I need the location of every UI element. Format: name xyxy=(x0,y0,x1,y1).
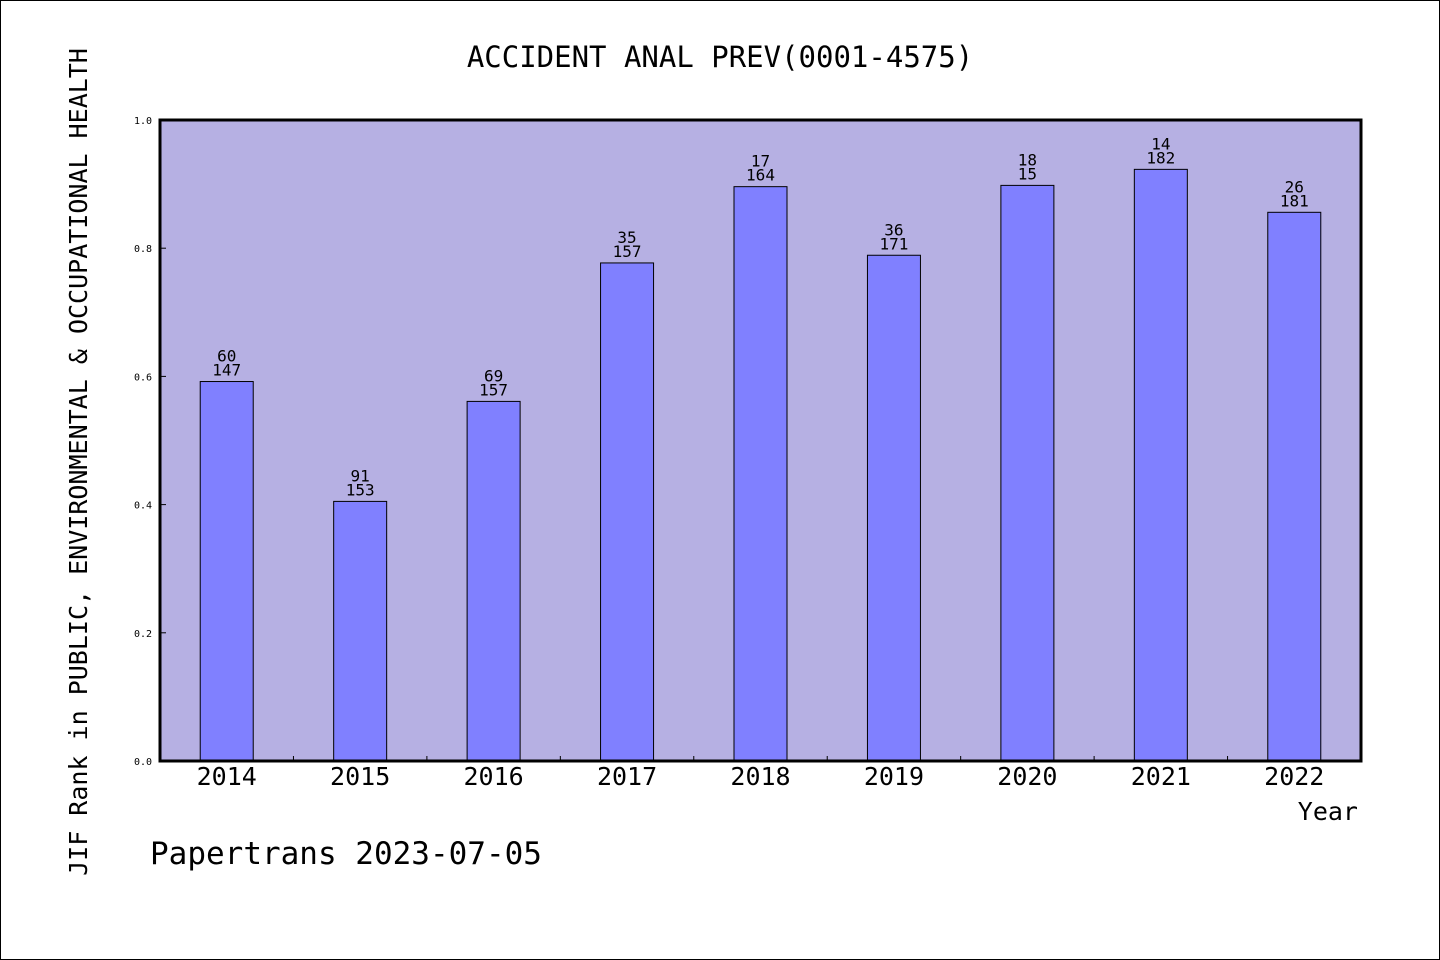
x-axis-label: Year xyxy=(1298,797,1358,826)
bar-rank-label-2016: 69 xyxy=(484,366,503,385)
plot-border xyxy=(158,118,1363,763)
bar-total-label-2015: 153 xyxy=(346,480,375,499)
bar-total-label-2017: 157 xyxy=(613,242,642,261)
bar-total-label-2016: 157 xyxy=(479,380,508,399)
y-tick-label: 0.2 xyxy=(134,629,152,640)
bar-rank-label-2014: 60 xyxy=(217,347,236,366)
x-tick-label-2015: 2015 xyxy=(330,762,390,791)
bar-total-label-2018: 164 xyxy=(746,166,775,185)
chart-title: ACCIDENT ANAL PREV(0001-4575) xyxy=(467,40,973,74)
bar-2020 xyxy=(1000,184,1055,762)
bar-rank-label-2022: 26 xyxy=(1285,177,1304,196)
bar-2018 xyxy=(733,186,788,762)
x-tick-label-2019: 2019 xyxy=(864,762,924,791)
bar-total-label-2021: 182 xyxy=(1146,148,1175,167)
bar-rank-label-2015: 91 xyxy=(351,466,370,485)
y-axis-label: JIF Rank in PUBLIC, ENVIRONMENTAL & OCCU… xyxy=(64,48,93,876)
bar-rank-label-2019: 36 xyxy=(884,220,903,239)
bar-2016 xyxy=(466,400,521,762)
footer-credit: Papertrans 2023-07-05 xyxy=(150,836,542,872)
x-tick-label-2018: 2018 xyxy=(730,762,790,791)
bar-total-label-2020: 15 xyxy=(1018,164,1037,183)
y-tick-label: 0.8 xyxy=(134,244,152,255)
x-tick-label-2017: 2017 xyxy=(597,762,657,791)
y-tick-label: 0.4 xyxy=(134,501,152,512)
bar-rank-label-2021: 14 xyxy=(1151,134,1170,153)
bar-rank-label-2020: 18 xyxy=(1018,150,1037,169)
x-tick-label-2022: 2022 xyxy=(1264,762,1324,791)
bar-rank-label-2017: 35 xyxy=(617,228,636,247)
y-tick-label: 0.6 xyxy=(134,372,152,383)
y-tick-label: 1.0 xyxy=(134,116,152,127)
bar-2014 xyxy=(199,381,254,762)
bar-total-label-2019: 171 xyxy=(879,234,908,253)
bar-rank-label-2018: 17 xyxy=(751,152,770,171)
bar-total-label-2022: 181 xyxy=(1280,191,1309,210)
bar-2022 xyxy=(1267,211,1322,762)
y-tick-label: 0.0 xyxy=(134,757,152,768)
bar-2021 xyxy=(1133,168,1188,762)
bars-group: 6014791153691573515717164361711815141822… xyxy=(199,134,1322,762)
x-tick-label-2021: 2021 xyxy=(1131,762,1191,791)
bar-2019 xyxy=(866,254,921,762)
x-tick-label-2014: 2014 xyxy=(197,762,257,791)
bar-2017 xyxy=(600,262,655,762)
x-tick-label-2020: 2020 xyxy=(997,762,1057,791)
x-axis: 2014 2015 2016 2017 2018 2019 2020 2021 2022 xyxy=(197,756,1324,791)
x-tick-label-2016: 2016 xyxy=(464,762,524,791)
bar-2015 xyxy=(333,500,388,762)
bar-total-label-2014: 147 xyxy=(212,361,241,380)
